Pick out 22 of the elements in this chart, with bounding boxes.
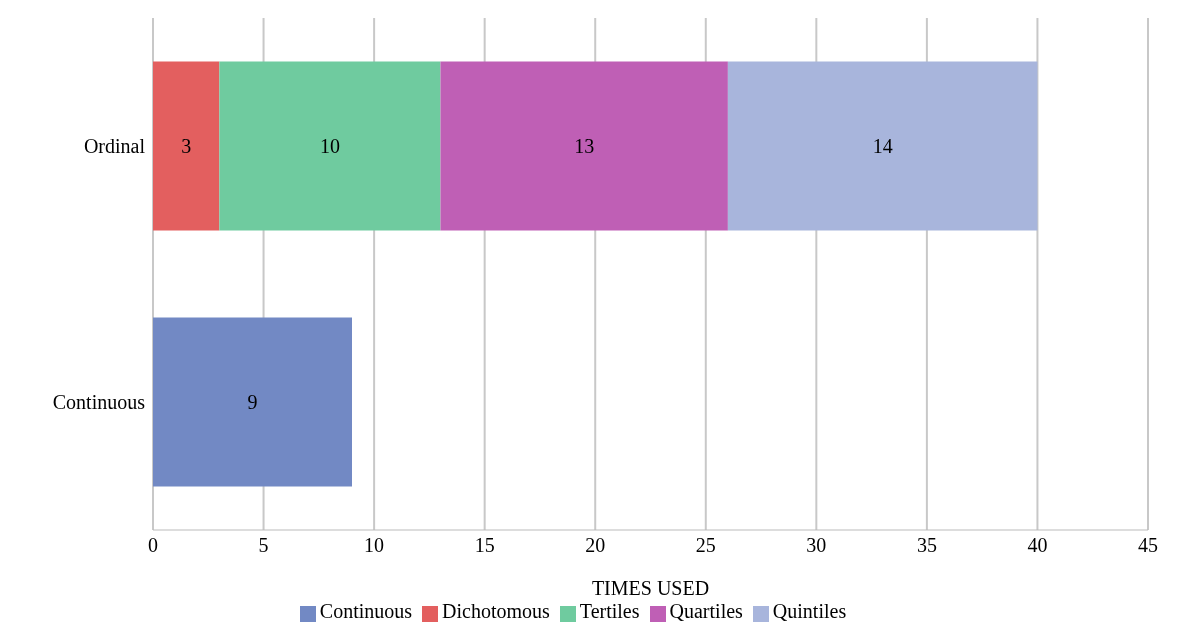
x-tick-label: 15: [474, 534, 495, 557]
data-label: 3: [181, 135, 192, 158]
legend-label: Quintiles: [772, 600, 847, 622]
legend-label: Tertiles: [579, 600, 640, 622]
data-label: 10: [319, 135, 340, 158]
data-label: 9: [247, 391, 258, 414]
x-tick-label: 35: [916, 534, 937, 557]
x-tick-label: 5: [258, 534, 269, 557]
y-tick-label: Ordinal: [83, 135, 146, 158]
x-tick-label: 0: [148, 534, 158, 557]
x-tick-label: 20: [585, 534, 606, 557]
data-label: 13: [574, 135, 595, 158]
x-tick-label: 45: [1138, 534, 1158, 557]
x-tick-label: 25: [695, 534, 716, 557]
x-tick-label: 40: [1027, 534, 1048, 557]
legend-label: Quartiles: [669, 600, 743, 622]
legend-label: Continuous: [319, 600, 413, 622]
x-axis-title: TIMES USED: [591, 577, 710, 599]
x-tick-label: 10: [364, 534, 385, 557]
legend-label: Dichotomous: [442, 600, 550, 622]
data-label: 14: [872, 135, 893, 158]
x-tick-label: 30: [806, 534, 827, 557]
